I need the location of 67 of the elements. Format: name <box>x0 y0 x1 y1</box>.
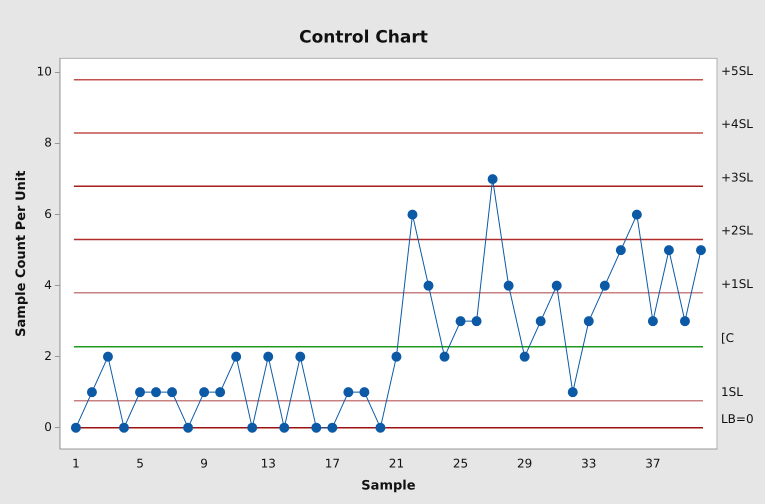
y-tick-label: 10 <box>36 64 52 79</box>
ref-line-label: 1SL <box>721 384 744 399</box>
x-tick-label: 37 <box>645 456 661 470</box>
point <box>520 352 530 362</box>
point <box>568 387 578 398</box>
chart-title: Control Chart <box>299 28 428 48</box>
x-tick-label: 33 <box>581 456 596 470</box>
point <box>664 245 674 256</box>
point <box>648 316 658 326</box>
point <box>118 422 129 433</box>
x-tick-label: 17 <box>324 456 340 470</box>
y-tick-label: 2 <box>44 348 52 363</box>
point <box>616 245 626 256</box>
point <box>359 387 370 398</box>
point <box>375 422 386 433</box>
point <box>536 316 546 326</box>
x-tick-label: 13 <box>260 456 276 470</box>
x-tick-label: 25 <box>452 456 468 470</box>
y-tick-label: 6 <box>44 206 52 221</box>
point <box>600 280 610 291</box>
point <box>311 422 322 433</box>
point <box>86 387 97 398</box>
y-tick-label: 8 <box>44 136 52 150</box>
point <box>263 352 274 362</box>
point <box>488 174 498 184</box>
point <box>70 422 81 433</box>
ref-line-label: LB=0 <box>721 412 754 426</box>
x-axis-title: Sample <box>361 478 416 494</box>
point <box>295 352 306 362</box>
point <box>343 387 354 398</box>
point <box>327 422 338 433</box>
point <box>231 352 242 362</box>
point <box>584 316 594 326</box>
y-tick-label: 4 <box>44 278 52 292</box>
ref-line-label: +3SL <box>721 170 754 184</box>
point <box>504 280 514 291</box>
point <box>391 352 402 362</box>
y-tick-label: 0 <box>44 420 52 434</box>
ref-line-label: [C <box>721 330 734 345</box>
y-axis-title: Sample Count Per Unit <box>14 170 30 337</box>
point <box>696 245 706 256</box>
point <box>215 387 226 398</box>
point <box>407 210 418 220</box>
ref-line-label: +2SL <box>721 224 754 238</box>
x-tick-label: 29 <box>517 456 532 470</box>
point <box>680 316 690 326</box>
point <box>183 422 194 433</box>
ref-line-label: +5SL <box>721 64 754 78</box>
point <box>456 316 466 326</box>
point <box>424 280 434 291</box>
point <box>199 387 210 398</box>
point <box>151 387 162 398</box>
point <box>247 422 258 433</box>
point <box>472 316 482 326</box>
ref-line-label: +4SL <box>721 117 754 132</box>
point <box>440 352 450 362</box>
x-tick-label: 5 <box>136 456 144 470</box>
point <box>135 387 146 398</box>
x-tick-label: 9 <box>200 456 208 470</box>
point <box>102 352 113 362</box>
point <box>167 387 178 398</box>
x-tick-label: 1 <box>72 456 80 470</box>
x-tick-label: 21 <box>388 456 404 470</box>
point <box>279 422 290 433</box>
point <box>632 210 642 220</box>
point <box>552 280 562 291</box>
ref-line-label: +1SL <box>721 276 754 291</box>
